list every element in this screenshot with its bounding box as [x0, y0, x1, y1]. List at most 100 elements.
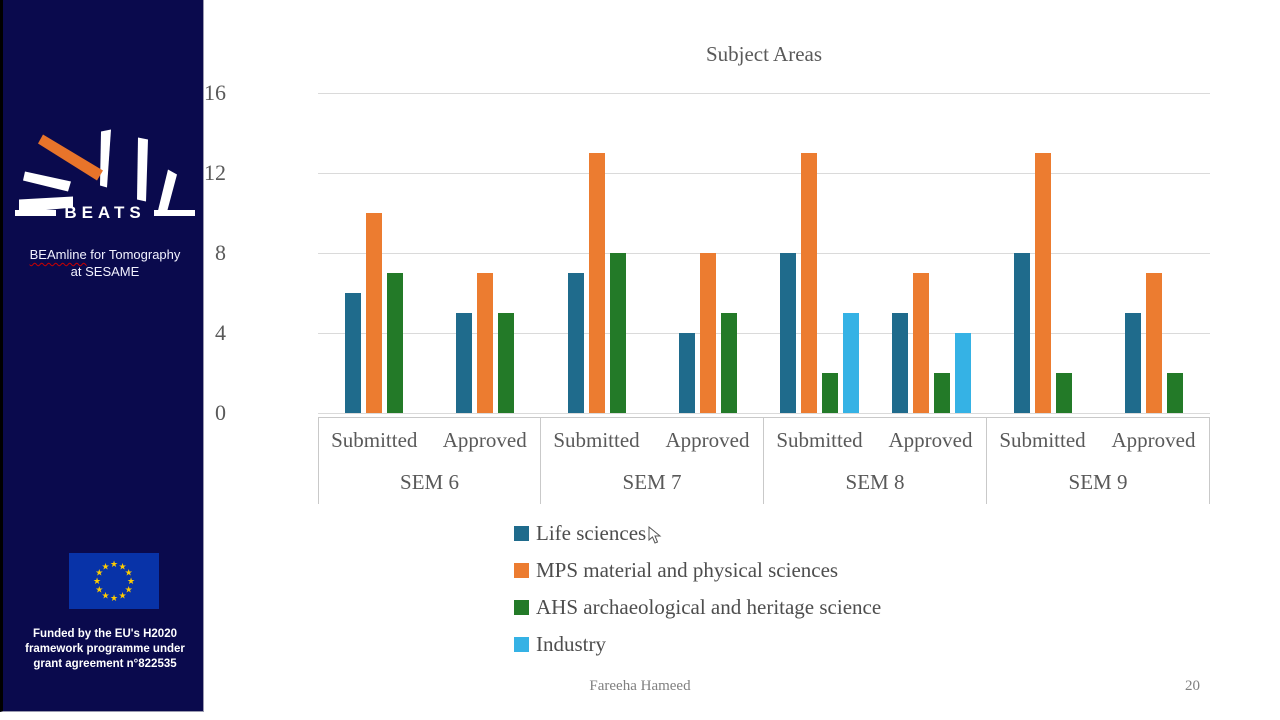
legend-label: Life sciences: [536, 521, 647, 545]
tagline-line1-rest: for Tomography: [86, 247, 181, 262]
beats-right-dash: [153, 210, 195, 216]
axis-group: Submitted Approved SEM 7: [541, 418, 764, 504]
bar-group-sem-7: [541, 93, 764, 413]
gridline: [318, 333, 1210, 334]
subcategory-row: Submitted Approved: [319, 418, 540, 463]
cluster-submitted: [987, 93, 1099, 413]
chart-legend: Life sciences MPS material and physical s…: [514, 515, 881, 663]
beats-brand-text: BEATS: [64, 203, 146, 222]
bar-mps-material-and-physical-sciences: [700, 253, 717, 413]
category-axis: Submitted Approved SEM 6 Submitted Approved S…: [318, 417, 1210, 504]
legend-label: MPS material and physical sciences: [536, 558, 839, 582]
bar-mps-material-and-physical-sciences: [1034, 153, 1051, 413]
bar-life-sciences: [344, 293, 361, 413]
subcategory-row: Submitted Approved: [541, 418, 763, 463]
bar-group-sem-8: [764, 93, 987, 413]
svg-text:★: ★: [125, 569, 133, 579]
legend-swatch-icon: [514, 600, 529, 615]
svg-text:★: ★: [101, 562, 109, 572]
axis-group: Submitted Approved SEM 8: [764, 418, 987, 504]
chart-title: Subject Areas: [705, 42, 823, 66]
bar-ahs-archaeological-and-heritage-science: [386, 273, 403, 413]
axis-group: Submitted Approved SEM 6: [318, 418, 541, 504]
bar-ahs-archaeological-and-heritage-science: [822, 373, 839, 413]
subcategory-label: Submitted: [553, 428, 640, 452]
funding-line1: Funded by the EU's H2020: [33, 628, 177, 640]
group-label: SEM 7: [622, 470, 682, 494]
y-axis-tick-label: 0: [215, 400, 226, 425]
beats-wordmark: BEATS: [15, 203, 195, 223]
beats-left-dash: [15, 210, 57, 216]
subcategory-row: Submitted Approved: [764, 418, 986, 463]
bar-ahs-archaeological-and-heritage-science: [498, 313, 515, 413]
bar-mps-material-and-physical-sciences: [365, 213, 382, 413]
bar-ahs-archaeological-and-heritage-science: [721, 313, 738, 413]
svg-text:★: ★: [93, 577, 101, 587]
beamline-tagline: BEAmline for Tomography at SESAME: [3, 246, 207, 280]
tagline-word-beamline: BEAmline: [29, 247, 87, 262]
eu-flag-icon: ★ ★ ★★ ★★ ★★ ★★ ★★: [69, 553, 159, 609]
bar-ahs-archaeological-and-heritage-science: [933, 373, 950, 413]
bar-mps-material-and-physical-sciences: [912, 273, 929, 413]
cluster-approved: [876, 93, 988, 413]
bar-group-sem-6: [318, 93, 541, 413]
svg-text:★: ★: [101, 592, 109, 602]
subcategory-label: Approved: [665, 428, 750, 452]
funding-line3: grant agreement n°822535: [33, 658, 177, 670]
bar-ahs-archaeological-and-heritage-science: [609, 253, 626, 413]
bar-industry: [843, 313, 860, 413]
bar-life-sciences: [1125, 313, 1142, 413]
legend-item: Life sciences: [514, 515, 881, 552]
slide-page-number: 20: [1185, 678, 1200, 694]
bar-ahs-archaeological-and-heritage-science: [1167, 373, 1184, 413]
gridline: [318, 413, 1210, 414]
legend-swatch-icon: [514, 526, 529, 541]
bar-life-sciences: [891, 313, 908, 413]
cluster-approved: [1099, 93, 1211, 413]
y-axis-tick-label: 16: [204, 80, 226, 105]
subcategory-label: Approved: [1111, 428, 1196, 452]
plot-area: 16 12 8 4 0: [204, 80, 1211, 425]
subcategory-label: Submitted: [331, 428, 418, 452]
sidebar: BEATS BEAmline for Tomography at SESAME …: [0, 0, 204, 712]
bar-mps-material-and-physical-sciences: [1146, 273, 1163, 413]
gridline: [318, 253, 1210, 254]
subcategory-row: Submitted Approved: [987, 418, 1209, 463]
svg-text:★: ★: [118, 592, 126, 602]
bar-mps-material-and-physical-sciences: [588, 153, 605, 413]
y-axis-tick-label: 8: [215, 240, 226, 265]
svg-text:★: ★: [110, 594, 118, 604]
legend-item: MPS material and physical sciences: [514, 552, 881, 589]
group-label: SEM 9: [1068, 470, 1128, 494]
bar-life-sciences: [679, 333, 696, 413]
bar-life-sciences: [456, 313, 473, 413]
svg-text:★: ★: [125, 586, 133, 596]
cluster-approved: [430, 93, 542, 413]
legend-item: AHS archaeological and heritage science: [514, 589, 881, 626]
svg-text:★: ★: [118, 562, 126, 572]
legend-swatch-icon: [514, 637, 529, 652]
svg-text:★: ★: [110, 560, 118, 570]
subcategory-label: Submitted: [999, 428, 1086, 452]
funding-line2: framework programme under: [25, 643, 185, 655]
bar-ahs-archaeological-and-heritage-science: [1055, 373, 1072, 413]
bar-life-sciences: [1013, 253, 1030, 413]
svg-text:★: ★: [95, 569, 103, 579]
svg-text:★: ★: [127, 577, 135, 587]
gridline: [318, 173, 1210, 174]
legend-swatch-icon: [514, 563, 529, 578]
cluster-submitted: [541, 93, 653, 413]
cluster-submitted: [318, 93, 430, 413]
bar-mps-material-and-physical-sciences: [477, 273, 494, 413]
y-axis-tick-label: 4: [215, 320, 226, 345]
legend-item: Industry: [514, 626, 881, 663]
gridline: [318, 93, 1210, 94]
mouse-cursor-icon: [648, 526, 662, 544]
subcategory-label: Approved: [888, 428, 973, 452]
subcategory-label: Submitted: [776, 428, 863, 452]
cluster-approved: [653, 93, 765, 413]
svg-text:★: ★: [95, 586, 103, 596]
bar-mps-material-and-physical-sciences: [801, 153, 818, 413]
y-axis-tick-label: 12: [204, 160, 226, 185]
